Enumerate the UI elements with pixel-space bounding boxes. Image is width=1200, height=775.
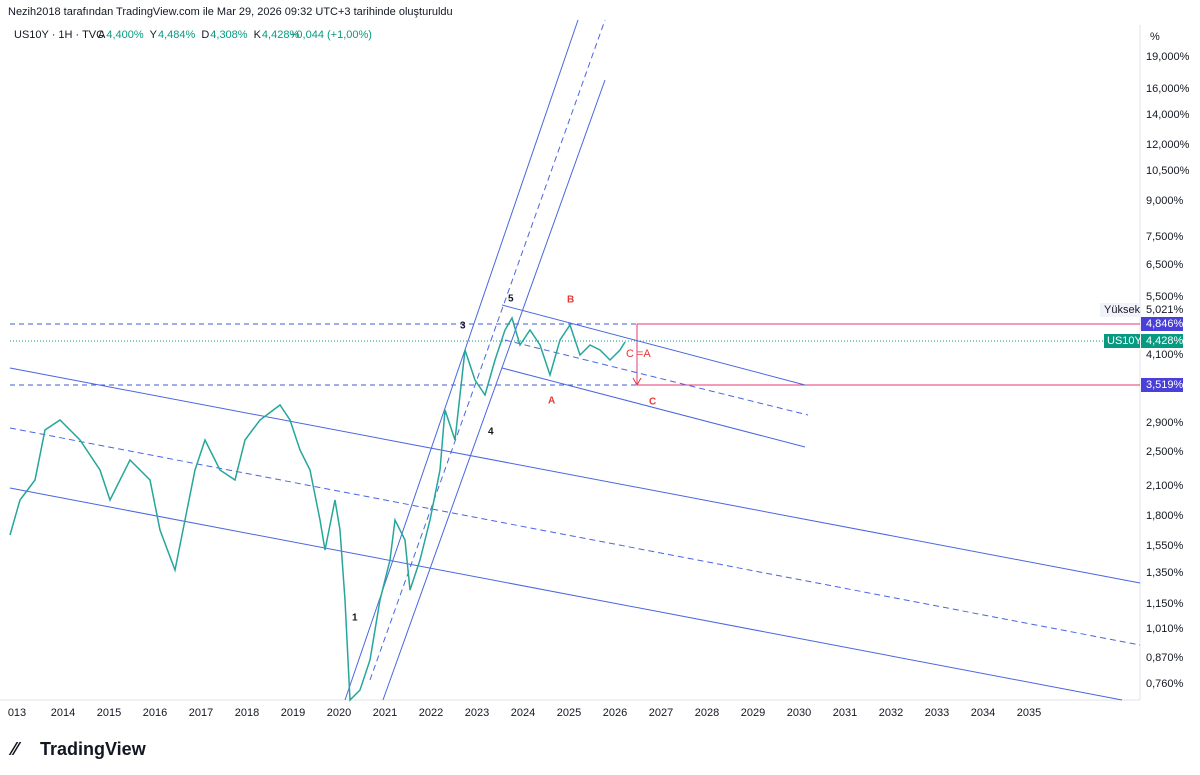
unit: % — [1150, 31, 1160, 43]
time-label: 2024 — [511, 707, 535, 719]
tag-value: 4,846% — [1146, 318, 1184, 330]
brand: TradingView — [40, 739, 147, 759]
time-label: 2016 — [143, 707, 167, 719]
tag-bg — [1104, 334, 1140, 348]
time-label: 2022 — [419, 707, 443, 719]
price-label: 2,100% — [1146, 480, 1184, 492]
time-label: 2032 — [879, 707, 903, 719]
tag-bg — [1141, 378, 1183, 392]
tag-label: Yüksek — [1104, 304, 1141, 316]
wave-label: 1 — [352, 613, 358, 624]
time-label: 2019 — [281, 707, 305, 719]
legend-value: 4,428% — [262, 29, 300, 41]
wave-label: B — [567, 295, 574, 306]
arrow — [632, 377, 642, 387]
tag-bg — [1100, 303, 1140, 317]
time-label: 2027 — [649, 707, 673, 719]
wave-label: 4 — [488, 427, 494, 438]
wave-label: A — [548, 396, 555, 407]
price-label: 9,000% — [1146, 195, 1184, 207]
time-label: 2035 — [1017, 707, 1041, 719]
time-label: 2030 — [787, 707, 811, 719]
price-label: 1,350% — [1146, 567, 1184, 579]
tag-value: 3,519% — [1146, 379, 1184, 391]
time-label: 2029 — [741, 707, 765, 719]
price-label: 4,100% — [1146, 349, 1184, 361]
time-label: 013 — [8, 707, 26, 719]
wave-label: 5 — [508, 294, 514, 305]
price-label: 5,500% — [1146, 291, 1184, 303]
price-path — [9, 316, 626, 702]
wave-label: 3 — [460, 321, 466, 332]
tag-value: 4,428% — [1146, 335, 1184, 347]
time-label: 2026 — [603, 707, 627, 719]
tag-bg — [1141, 317, 1183, 331]
price-label: 1,800% — [1146, 510, 1184, 522]
price-label: 6,500% — [1146, 259, 1184, 271]
legend-value: 4,484% — [158, 29, 196, 41]
time-label: 2021 — [373, 707, 397, 719]
header: Nezih2018 tarafından TradingView.com ile… — [8, 6, 453, 18]
price-label: 0,870% — [1146, 652, 1184, 664]
symbol: US10Y · 1H · TVC — [14, 29, 104, 41]
price-label: 19,000% — [1146, 51, 1190, 63]
price-label: 1,550% — [1146, 540, 1184, 552]
time-label: 2017 — [189, 707, 213, 719]
time-label: 2014 — [51, 707, 75, 719]
tag-label: US10Y — [1107, 335, 1143, 347]
time-label: 2034 — [971, 707, 995, 719]
price-label: 14,000% — [1146, 109, 1190, 121]
legend-key: A — [98, 29, 106, 41]
logo-mark: ⁄⁄ — [8, 739, 22, 759]
time-label: 2028 — [695, 707, 719, 719]
time-label: 2031 — [833, 707, 857, 719]
tag-value: 5,021% — [1146, 304, 1184, 316]
price-label: 16,000% — [1146, 83, 1190, 95]
channels — [9, 19, 1141, 701]
time-label: 2033 — [925, 707, 949, 719]
tag-bg — [1141, 334, 1183, 348]
price-label: 1,150% — [1146, 598, 1184, 610]
price-label: 10,500% — [1146, 165, 1190, 177]
time-label: 2025 — [557, 707, 581, 719]
time-label: 2018 — [235, 707, 259, 719]
price-label: 12,000% — [1146, 139, 1190, 151]
legend-key: Y — [150, 29, 158, 41]
legend-value: 4,308% — [210, 29, 248, 41]
price-label: 1,010% — [1146, 623, 1184, 635]
price-label: 0,760% — [1146, 678, 1184, 690]
price-label: 2,900% — [1146, 417, 1184, 429]
legend-value: 4,400% — [106, 29, 144, 41]
legend-key: K — [254, 29, 262, 41]
change: +0,044 (+1,00%) — [290, 29, 372, 41]
wave-label: C =A — [626, 348, 651, 360]
price-label: 7,500% — [1146, 231, 1184, 243]
legend-key: D — [201, 29, 209, 41]
price-label: 2,500% — [1146, 446, 1184, 458]
time-label: 2020 — [327, 707, 351, 719]
time-label: 2015 — [97, 707, 121, 719]
time-label: 2023 — [465, 707, 489, 719]
wave-label: C — [649, 397, 656, 408]
